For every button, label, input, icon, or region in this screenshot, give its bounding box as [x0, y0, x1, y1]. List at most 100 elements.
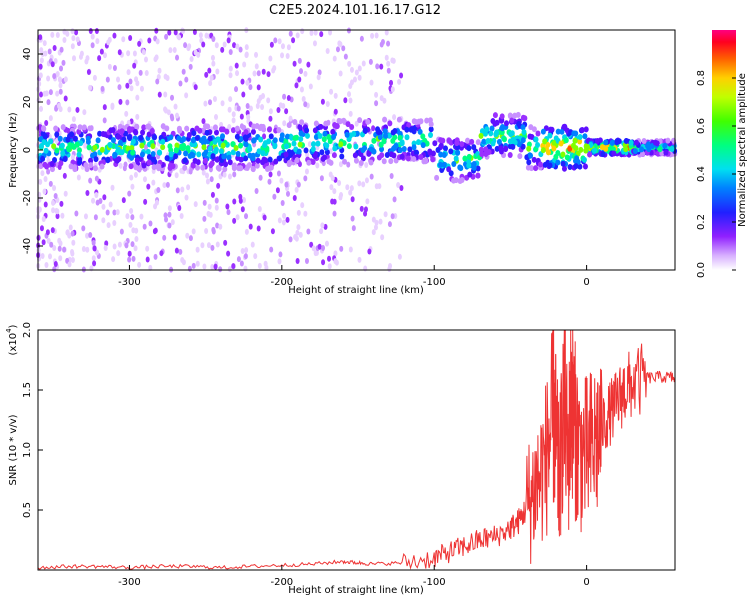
heatmap-cell: [177, 34, 182, 41]
heatmap-cell: [278, 251, 283, 258]
heatmap-cell: [296, 209, 301, 216]
heatmap-cell: [144, 56, 149, 63]
heatmap-cell: [205, 123, 211, 130]
heatmap-cell: [256, 84, 261, 91]
heatmap-cell: [210, 153, 216, 160]
heatmap-cell: [442, 145, 448, 152]
heatmap-cell: [186, 184, 191, 191]
heatmap-cell: [128, 78, 133, 85]
heatmap-cell: [43, 201, 48, 208]
heatmap-cell: [173, 29, 178, 36]
colorbar-ticks: 0.0 0.2 0.4 0.6 0.8: [696, 70, 736, 278]
heatmap-cell: [317, 132, 323, 139]
heatmap-cell: [320, 222, 325, 229]
heatmap-cell: [312, 127, 318, 134]
heatmap-cell: [127, 250, 132, 257]
heatmap-cell: [145, 256, 150, 263]
heatmap-cell: [168, 134, 174, 141]
heatmap-cell: [396, 181, 401, 188]
heatmap-cell: [384, 151, 390, 158]
heatmap-cell: [115, 146, 121, 153]
heatmap-cell: [50, 31, 55, 38]
heatmap-cell: [46, 237, 51, 244]
heatmap-cell: [254, 162, 260, 169]
heatmap-cell: [309, 30, 314, 37]
heatmap-cell: [177, 204, 182, 211]
heatmap-cell: [54, 131, 60, 138]
heatmap-cell: [222, 166, 228, 173]
heatmap-cell: [353, 143, 359, 150]
snr-y-ticks: 0.5 1.0 1.5 2.0: [22, 322, 43, 518]
heatmap-cell: [415, 139, 421, 146]
colorbar-tick-label: 0.8: [696, 70, 707, 86]
heatmap-cell: [323, 223, 328, 230]
heatmap-cell: [321, 136, 327, 143]
heatmap-cell: [490, 140, 496, 147]
heatmap-cell: [53, 193, 58, 200]
heatmap-cell: [280, 43, 285, 50]
heatmap-cell: [52, 185, 57, 192]
heatmap-cell: [547, 162, 553, 169]
heatmap-cell: [496, 138, 502, 145]
heatmap-cell: [102, 104, 107, 111]
heatmap-cell: [62, 172, 67, 179]
heatmap-cell: [125, 213, 130, 220]
heatmap-cell: [475, 139, 481, 146]
heatmap-cell: [214, 204, 219, 211]
snr-x-tick-label: -300: [118, 577, 141, 588]
heatmap-cell: [300, 202, 305, 209]
heatmap-cell: [235, 214, 240, 221]
heatmap-cell: [167, 205, 172, 212]
heatmap-cell: [284, 181, 289, 188]
heatmap-cell: [201, 118, 206, 125]
heatmap-cell: [342, 158, 348, 165]
heatmap-cell: [197, 127, 203, 134]
heatmap-cell: [267, 178, 272, 185]
heatmap-cell: [291, 140, 297, 147]
heatmap-cell: [72, 55, 77, 62]
heatmap-cell: [201, 169, 206, 176]
heatmap-cell: [212, 124, 218, 131]
heatmap-cell: [76, 174, 81, 181]
heatmap-cell: [387, 120, 393, 127]
heatmap-cell: [92, 260, 97, 267]
heatmap-cell: [178, 143, 184, 150]
heatmap-cell: [280, 200, 285, 207]
heatmap-cell: [581, 156, 587, 163]
heatmap-cell: [408, 126, 414, 133]
heatmap-cell: [273, 37, 278, 44]
heatmap-cell: [343, 97, 348, 104]
heatmap-cell: [499, 117, 505, 124]
heatmap-cell: [329, 184, 334, 191]
heatmap-cell: [243, 265, 248, 272]
heatmap-cell: [59, 142, 65, 149]
heatmap-cell: [387, 132, 393, 139]
heatmap-cell: [132, 62, 137, 69]
snr-y-tick-label: 2.0: [22, 322, 33, 338]
heatmap-cell: [238, 197, 243, 204]
heatmap-cell: [279, 177, 284, 184]
heatmap-cell: [126, 69, 131, 76]
heatmap-cell: [330, 198, 335, 205]
heatmap-cell: [154, 199, 159, 206]
heatmap-cell: [201, 139, 207, 146]
heatmap-cell: [256, 225, 261, 232]
heatmap-cell: [663, 149, 669, 156]
heatmap-cell: [363, 265, 368, 272]
heatmap-cell: [209, 74, 214, 81]
heatmap-cell: [292, 195, 297, 202]
heatmap-cell: [214, 197, 219, 204]
heatmap-cell: [53, 125, 59, 132]
heatmap-cell: [213, 263, 218, 270]
heatmap-cell: [639, 146, 645, 153]
heatmap-cell: [272, 65, 277, 72]
heatmap-cell: [230, 127, 236, 134]
heatmap-cell: [275, 187, 280, 194]
heatmap-cell: [238, 165, 244, 172]
heatmap-cell: [503, 120, 509, 127]
heatmap-cell: [75, 36, 80, 43]
heatmap-cell: [348, 189, 353, 196]
heatmap-cell: [250, 155, 256, 162]
heatmap-cell: [121, 197, 126, 204]
heatmap-cell: [466, 145, 472, 152]
